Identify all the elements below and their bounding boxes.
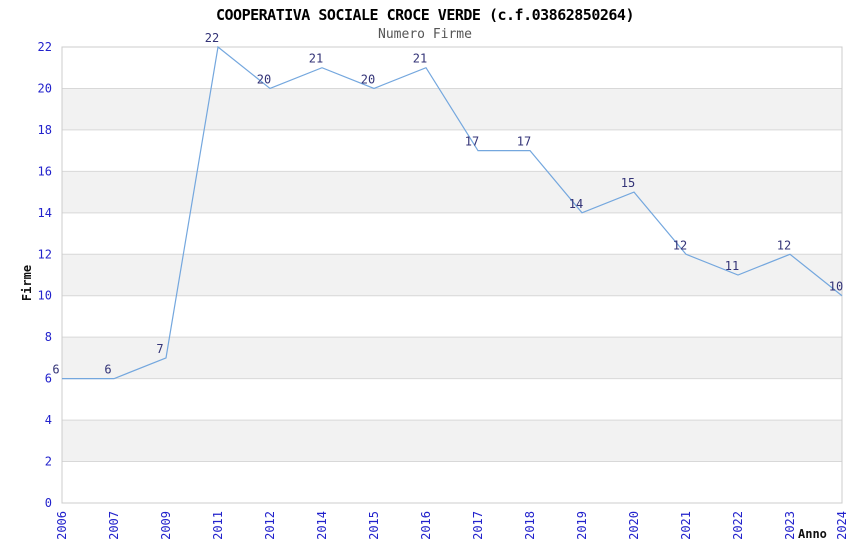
- x-tick-label: 2024: [835, 511, 849, 540]
- point-value-label: 21: [413, 52, 427, 66]
- y-tick-label: 6: [45, 372, 52, 386]
- plot-band: [62, 420, 842, 462]
- point-value-label: 21: [309, 52, 323, 66]
- x-axis-title: Anno: [798, 527, 827, 541]
- x-tick-label: 2006: [55, 511, 69, 540]
- y-tick-label: 12: [38, 247, 52, 261]
- x-tick-label: 2009: [159, 511, 173, 540]
- point-value-label: 14: [569, 197, 583, 211]
- y-tick-label: 14: [38, 206, 52, 220]
- point-value-label: 20: [257, 72, 271, 86]
- y-tick-label: 22: [38, 40, 52, 54]
- plot-band: [62, 171, 842, 213]
- point-value-label: 11: [725, 259, 739, 273]
- point-value-label: 17: [517, 135, 531, 149]
- y-tick-label: 18: [38, 123, 52, 137]
- x-tick-label: 2022: [731, 511, 745, 540]
- y-tick-label: 10: [38, 289, 52, 303]
- point-value-label: 10: [829, 280, 843, 294]
- plot-border: [61, 46, 843, 504]
- x-tick-label: 2023: [783, 511, 797, 540]
- point-value-label: 17: [465, 135, 479, 149]
- x-tick-label: 2020: [627, 511, 641, 540]
- point-value-label: 12: [777, 238, 791, 252]
- point-value-label: 6: [52, 363, 59, 377]
- point-value-label: 22: [205, 31, 219, 45]
- x-tick-label: 2011: [211, 511, 225, 540]
- chart-title: COOPERATIVA SOCIALE CROCE VERDE (c.f.038…: [215, 6, 635, 24]
- x-tick-label: 2015: [367, 511, 381, 540]
- x-tick-label: 2019: [575, 511, 589, 540]
- point-value-label: 7: [156, 342, 163, 356]
- y-tick-label: 20: [38, 81, 52, 95]
- data-line: [62, 45, 843, 380]
- point-value-label: 6: [104, 363, 111, 377]
- y-tick-label: 8: [45, 330, 52, 344]
- x-tick-label: 2012: [263, 511, 277, 540]
- x-tick-label: 2017: [471, 511, 485, 540]
- x-tick-label: 2007: [107, 511, 121, 540]
- y-tick-label: 2: [45, 455, 52, 469]
- point-value-label: 15: [621, 176, 635, 190]
- plot-band: [62, 337, 842, 379]
- y-tick-label: 16: [38, 164, 52, 178]
- y-tick-label: 0: [45, 496, 52, 510]
- plot-band: [62, 254, 842, 296]
- x-tick-label: 2016: [419, 511, 433, 540]
- x-tick-label: 2018: [523, 511, 537, 540]
- x-tick-label: 2014: [315, 511, 329, 540]
- y-tick-label: 4: [45, 413, 52, 427]
- point-value-label: 12: [673, 238, 687, 252]
- chart-subtitle: Numero Firme: [378, 27, 472, 42]
- y-axis-title: Firme: [20, 264, 34, 302]
- x-tick-label: 2021: [679, 511, 693, 540]
- point-value-label: 20: [361, 72, 375, 86]
